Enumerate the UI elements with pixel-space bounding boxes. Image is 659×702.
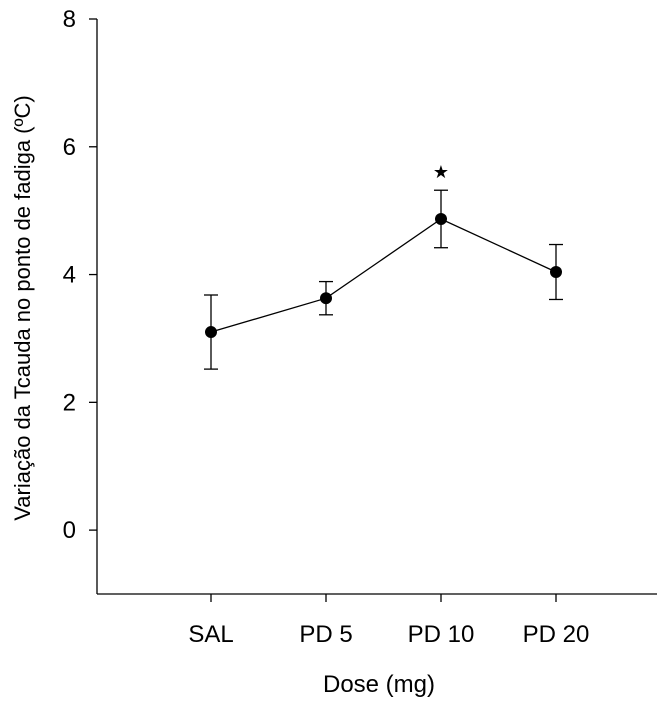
y-tick-label: 6 [63,134,76,161]
data-point [550,266,562,278]
axes [96,19,657,595]
data-point [435,212,447,225]
series-line [210,218,557,333]
y-tick-label: 8 [63,6,76,33]
annotations: ★ [433,162,449,182]
x-tick-label: SAL [188,621,233,648]
y-tick-label: 0 [63,517,76,544]
significance-star: ★ [433,162,449,182]
y-tick-label: 4 [63,262,76,289]
x-axis-label: Dose (mg) [323,671,435,697]
data-point [205,326,217,339]
x-tick-label: PD 5 [299,621,352,648]
x-tick-label: PD 10 [408,621,475,648]
data-series [204,189,563,370]
y-tick-label: 2 [63,389,76,416]
data-point [320,292,332,305]
x-tick-label: PD 20 [523,621,590,648]
axis-ticks: 0 2 4 6 8 SAL PD 5 PD 10 PD 20 [63,6,590,648]
y-axis-label: Variação da Tcauda no ponto de fadiga (º… [10,95,35,521]
